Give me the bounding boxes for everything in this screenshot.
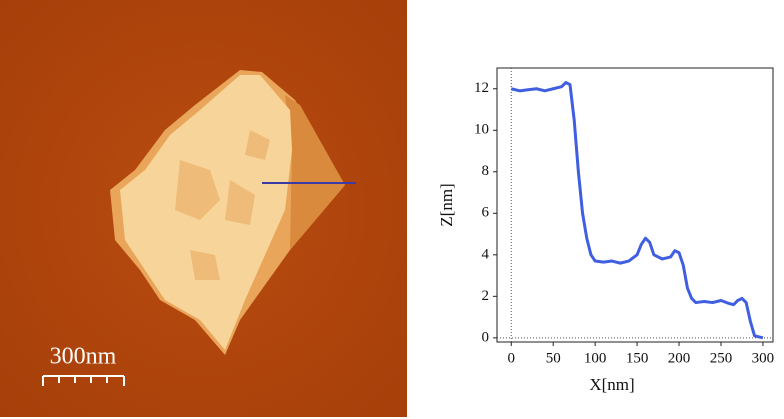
y-tick-label: 12	[474, 80, 489, 96]
profile-curve	[510, 81, 764, 340]
scale-bar-label: 300nm	[50, 344, 117, 370]
x-tick-label: 250	[710, 350, 733, 366]
y-tick-label: 10	[474, 122, 489, 138]
x-tick-label: 200	[668, 350, 691, 366]
x-tick-label: 300	[752, 350, 775, 366]
scale-bar	[42, 375, 125, 386]
y-tick-label: 4	[482, 246, 490, 262]
x-tick-label: 150	[626, 350, 649, 366]
y-tick-label: 2	[482, 288, 490, 304]
x-axis-label: X[nm]	[589, 375, 634, 394]
y-axis-label: Z[nm]	[437, 183, 456, 226]
y-tick-label: 8	[482, 163, 490, 179]
x-tick-label: 0	[508, 350, 516, 366]
x-tick-label: 100	[584, 350, 607, 366]
x-tick-label: 50	[546, 350, 561, 366]
plot-frame	[496, 67, 774, 343]
flake-edge	[285, 95, 345, 250]
afm-image: 300nm	[0, 0, 407, 417]
flake-texture	[175, 130, 270, 280]
y-tick-label: 6	[482, 205, 490, 221]
y-tick-label: 0	[482, 329, 490, 345]
